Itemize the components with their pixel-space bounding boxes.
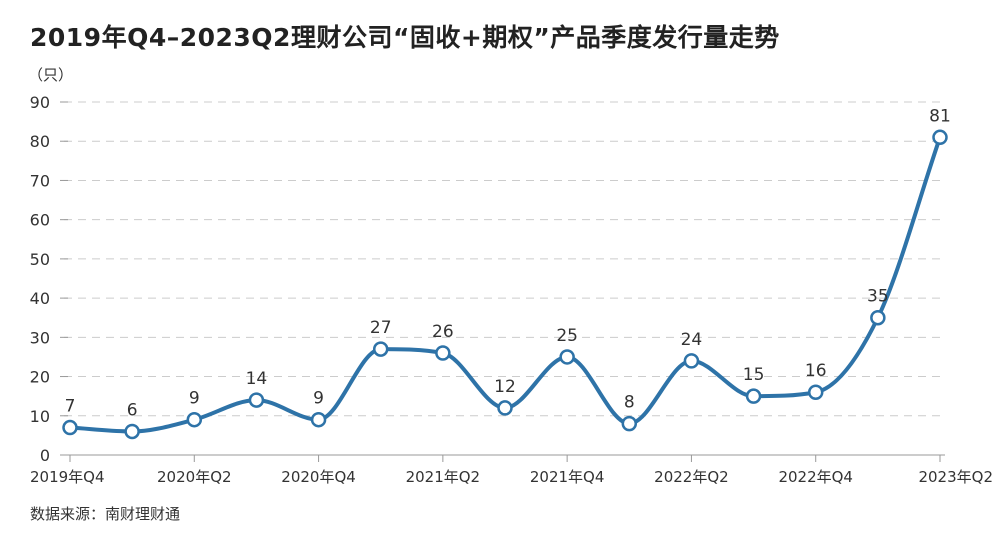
data-label: 14 — [246, 369, 268, 389]
data-label: 9 — [189, 389, 200, 409]
data-point — [932, 129, 948, 146]
x-tick-label: 2021年Q4 — [530, 468, 605, 486]
data-label: 24 — [681, 330, 703, 350]
y-axis-unit: （只） — [28, 66, 74, 84]
x-tick-label: 2020年Q2 — [157, 468, 232, 486]
data-label: 81 — [929, 106, 951, 126]
x-tick-label: 2020年Q4 — [281, 468, 356, 486]
data-label: 26 — [432, 322, 454, 342]
data-label: 16 — [805, 361, 827, 381]
data-source-note: 数据来源：南财理财通 — [30, 505, 181, 523]
x-tick-label: 2021年Q2 — [406, 468, 481, 486]
data-label: 15 — [743, 365, 765, 385]
y-tick-label: 80 — [30, 132, 50, 151]
data-point — [559, 349, 575, 365]
data-label: 9 — [313, 389, 324, 409]
chart-title: 2019年Q4–2023Q2理财公司“固收+期权”产品季度发行量走势 — [30, 23, 780, 52]
x-tick-label: 2019年Q4 — [30, 468, 105, 486]
data-point — [124, 423, 140, 440]
data-label: 25 — [556, 326, 578, 346]
data-point — [870, 309, 886, 326]
data-point — [807, 384, 824, 400]
data-point — [745, 388, 762, 404]
data-point — [621, 415, 638, 432]
y-tick-label: 40 — [30, 289, 50, 308]
data-point — [435, 345, 451, 361]
data-point — [248, 392, 265, 408]
y-tick-label: 20 — [30, 368, 50, 387]
data-point — [62, 419, 78, 436]
y-tick-label: 90 — [30, 93, 50, 112]
x-tick-label: 2022年Q2 — [654, 468, 729, 486]
y-tick-label: 50 — [30, 250, 50, 269]
y-tick-label: 10 — [30, 407, 50, 426]
data-label: 7 — [65, 397, 76, 417]
data-label: 12 — [494, 377, 516, 397]
x-tick-label: 2022年Q4 — [778, 468, 853, 486]
data-label: 27 — [370, 318, 392, 338]
data-point — [310, 411, 327, 428]
data-label: 35 — [867, 287, 889, 307]
y-tick-label: 60 — [30, 211, 50, 230]
x-tick-label: 2023年Q2 — [918, 468, 993, 486]
data-point — [372, 341, 389, 357]
y-tick-label: 0 — [40, 446, 50, 465]
data-point — [497, 400, 513, 416]
y-tick-label: 30 — [30, 328, 50, 347]
y-tick-label: 70 — [30, 171, 50, 190]
data-label: 8 — [624, 393, 635, 413]
data-label: 6 — [127, 400, 138, 420]
data-point — [186, 411, 203, 428]
data-point — [683, 353, 700, 369]
